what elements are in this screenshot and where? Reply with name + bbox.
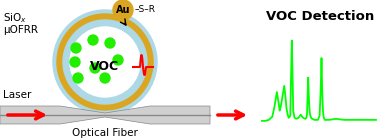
Text: Optical Fiber: Optical Fiber [72,128,138,138]
Text: VOC: VOC [90,60,119,74]
Circle shape [88,35,98,45]
Circle shape [71,43,81,53]
Circle shape [73,73,83,83]
Text: VOC Detection: VOC Detection [266,10,374,23]
Polygon shape [0,106,210,124]
Circle shape [100,73,110,83]
Circle shape [70,57,80,67]
Circle shape [63,20,147,104]
Text: μOFRR: μOFRR [3,25,38,35]
Circle shape [105,38,115,48]
Text: Au: Au [116,5,130,15]
Circle shape [57,14,153,110]
Text: –S–R: –S–R [135,5,156,15]
Circle shape [53,10,157,114]
Circle shape [113,55,123,65]
Circle shape [113,0,133,20]
Circle shape [90,63,100,73]
Circle shape [70,27,140,97]
Text: Laser: Laser [3,90,31,100]
Text: SiO$_x$: SiO$_x$ [3,11,27,25]
